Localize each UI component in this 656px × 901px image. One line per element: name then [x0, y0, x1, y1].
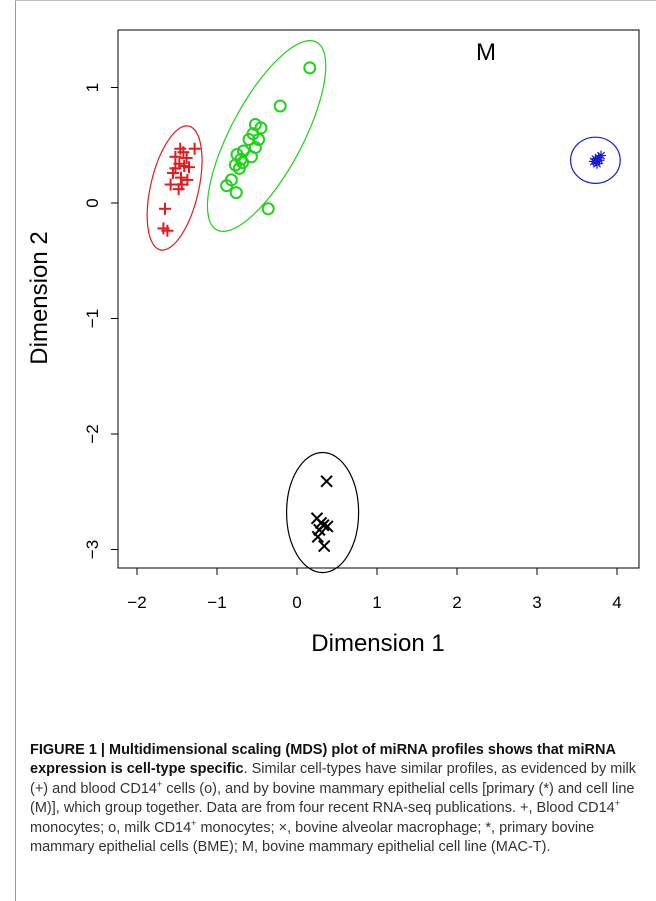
- caption-sup-3: +: [191, 817, 197, 828]
- caption-text-2: cells (o), and by bovine mammary epithel…: [30, 780, 635, 817]
- x-tick-label: 4: [612, 593, 621, 612]
- data-point: [228, 158, 242, 172]
- cluster-ellipses: [146, 40, 621, 574]
- data-point: [232, 161, 246, 175]
- data-point: [161, 224, 174, 237]
- x-tick-label: −1: [207, 593, 226, 612]
- caption-sup-2: +: [614, 798, 620, 809]
- data-point: [159, 202, 171, 215]
- data-point: [594, 155, 605, 166]
- data-point: [183, 161, 195, 174]
- data-point: [261, 202, 275, 216]
- x-tick-label: 0: [292, 593, 301, 612]
- data-point: [169, 150, 182, 163]
- data-point: [180, 151, 193, 164]
- x-tick-label: 1: [372, 593, 381, 612]
- x-axis: −2 −1 0 1 2 3 4: [127, 568, 622, 612]
- data-point: [321, 520, 334, 533]
- y-tick-label: 0: [83, 198, 102, 207]
- y-axis: −3 −2 −1 0 1: [83, 83, 118, 559]
- panel-label: M: [476, 39, 496, 66]
- data-point: [188, 142, 201, 155]
- x-tick-label: 3: [532, 593, 541, 612]
- data-point: [172, 183, 185, 196]
- caption-sup-1: +: [156, 778, 163, 789]
- plot-area-box: [117, 29, 640, 569]
- caption-text-4: monocytes; ×, bovine alveolar macrophage…: [30, 819, 595, 856]
- data-points: [157, 61, 606, 553]
- caption-text-1: . Similar cell-types have similar profil…: [30, 761, 637, 797]
- data-point: [244, 150, 258, 164]
- y-tick-label: −3: [83, 540, 102, 559]
- x-tick-label: 2: [452, 593, 461, 612]
- cluster-ellipse: [206, 40, 327, 232]
- caption-title: FIGURE 1 | Multidimensional scaling (MDS…: [30, 742, 616, 778]
- data-point: [320, 475, 333, 488]
- frame-top-border: [15, 0, 656, 1]
- x-axis-label: Dimension 1: [311, 630, 444, 657]
- data-point: [311, 530, 325, 544]
- data-point: [317, 539, 331, 553]
- data-point: [220, 179, 234, 193]
- data-point: [164, 178, 177, 191]
- cluster-ellipse: [286, 451, 360, 574]
- y-axis-label: Dimension 2: [26, 231, 53, 364]
- data-point: [273, 99, 287, 113]
- y-tick-label: −2: [83, 424, 102, 443]
- frame-left-border: [15, 0, 16, 901]
- y-tick-label: 1: [83, 83, 102, 92]
- caption-text-3: monocytes; o, milk CD14: [30, 819, 192, 836]
- data-point: [591, 156, 602, 167]
- x-tick-label: −2: [127, 593, 146, 612]
- data-point: [167, 166, 179, 179]
- y-tick-label: −1: [83, 309, 102, 328]
- data-point: [242, 132, 256, 146]
- cluster-ellipse: [146, 125, 203, 251]
- data-point: [303, 61, 317, 75]
- cluster-ellipse: [570, 136, 621, 184]
- mds-scatter-plot: −2 −1 0 1 2 3 4 −3 −2 −1 0 1 M Dimension 1 Dimensi…: [26, 29, 640, 657]
- figure-caption: FIGURE 1 | Multidimensional scaling (MDS…: [30, 741, 646, 857]
- data-point: [252, 132, 266, 146]
- data-point: [229, 186, 243, 200]
